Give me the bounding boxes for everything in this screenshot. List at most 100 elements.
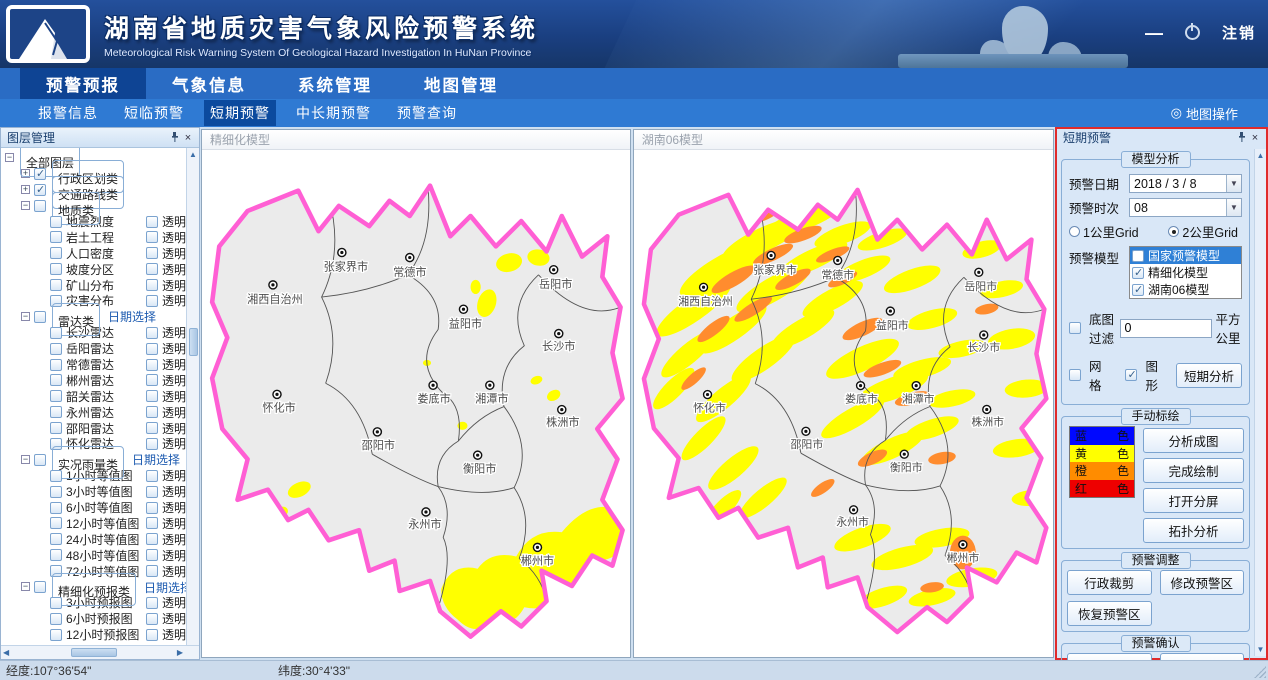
shape-checkbox[interactable] [1125, 368, 1138, 381]
map-canvas-hunan06[interactable]: 张家界市 常德市 岳阳市 湘西自治州 益阳市 长沙市 娄底市 湘潭市 株洲市 怀化市 邵阳市 衡阳市永… [633, 150, 1053, 657]
close-icon[interactable]: × [184, 131, 192, 144]
layer-label[interactable]: 矿山分布 [66, 278, 115, 293]
layer-checkbox[interactable] [50, 390, 62, 403]
collapse-icon[interactable]: − [21, 581, 30, 592]
menu-item-map-admin[interactable]: 地图管理 [424, 76, 498, 95]
warning-date-combobox[interactable]: 2018 / 3 / 8 ▼ [1129, 174, 1242, 193]
modify-warning-zone-button[interactable]: 修改预警区 [1159, 570, 1244, 595]
layer-checkbox[interactable] [50, 422, 62, 435]
layer-label[interactable]: 48小时等值图 [66, 548, 140, 563]
finish-drawing-button[interactable]: 完成绘制 [1143, 458, 1244, 483]
layer-label[interactable]: 1小时等值图 [66, 469, 133, 484]
layer-checkbox[interactable] [34, 183, 46, 196]
collapse-icon[interactable]: − [5, 152, 14, 163]
admin-clip-button[interactable]: 行政裁剪 [1067, 570, 1152, 595]
transparency-checkbox[interactable] [146, 501, 158, 514]
map-operations-button[interactable]: ◎ 地图操作 [1171, 104, 1238, 123]
layer-label[interactable]: 灾害分布 [66, 294, 115, 309]
transparency-checkbox[interactable] [146, 263, 158, 276]
transparency-checkbox[interactable] [146, 469, 158, 482]
layer-label[interactable]: 地质类 [52, 191, 101, 225]
layer-checkbox[interactable] [50, 247, 62, 260]
logout-button[interactable]: 注销 [1221, 25, 1256, 42]
resize-grip[interactable] [1254, 666, 1266, 678]
minimize-button[interactable]: — [1144, 22, 1163, 43]
transparency-checkbox[interactable] [146, 596, 158, 609]
transparency-checkbox[interactable] [146, 485, 158, 498]
submenu-item-midlongterm-warning[interactable]: 中长期预警 [296, 105, 371, 121]
transparency-checkbox[interactable] [146, 279, 158, 292]
collapse-icon[interactable]: − [21, 311, 30, 322]
transparency-checkbox[interactable] [146, 612, 158, 625]
transparency-checkbox[interactable] [146, 533, 158, 546]
scrollbar-thumb[interactable] [188, 328, 198, 356]
layer-checkbox[interactable] [50, 596, 62, 609]
map-canvas-refined[interactable]: 张家界市 常德市 岳阳市 湘西自治州 益阳市 长沙市 娄底市 湘潭市 株洲市 怀化市 邵阳市 衡阳市永… [202, 150, 630, 657]
transparency-checkbox[interactable] [146, 628, 158, 641]
transparency-checkbox[interactable] [146, 231, 158, 244]
layer-label[interactable]: 6小时等值图 [66, 501, 133, 516]
radio-2km-grid[interactable]: 2公里Grid [1168, 222, 1238, 241]
layer-label[interactable]: 3小时等值图 [66, 485, 133, 500]
menu-item-weather-info[interactable]: 气象信息 [172, 76, 246, 95]
pin-icon[interactable] [167, 131, 181, 145]
checkbox-checked[interactable] [1132, 266, 1144, 279]
layer-checkbox[interactable] [50, 263, 62, 276]
layer-label[interactable]: 3小时预报图 [66, 596, 133, 611]
transparency-checkbox[interactable] [146, 549, 158, 562]
scroll-down-icon[interactable]: ▼ [1256, 645, 1265, 654]
transparency-checkbox[interactable] [146, 390, 158, 403]
open-splitscreen-button[interactable]: 打开分屏 [1143, 488, 1244, 513]
layer-checkbox[interactable] [34, 199, 46, 212]
radio-1km-grid[interactable]: 1公里Grid [1069, 222, 1139, 241]
chevron-down-icon[interactable]: ▼ [1226, 199, 1241, 216]
layer-checkbox[interactable] [50, 279, 62, 292]
layer-label[interactable]: 地震烈度 [66, 215, 115, 230]
scroll-right-icon[interactable]: ▶ [176, 648, 183, 657]
transparency-checkbox[interactable] [146, 374, 158, 387]
model-item-hunan06[interactable]: 湖南06模型 [1130, 281, 1241, 298]
scrollbar-thumb[interactable] [71, 648, 117, 657]
transparency-checkbox[interactable] [146, 294, 158, 307]
layer-checkbox[interactable] [34, 310, 46, 323]
layer-checkbox[interactable] [50, 501, 62, 514]
grid-checkbox[interactable] [1069, 369, 1081, 381]
color-listbox[interactable]: 蓝色黄色橙色红色 [1069, 426, 1135, 498]
date-select-link[interactable]: 日期选择 [132, 453, 181, 468]
color-item[interactable]: 黄色 [1070, 444, 1134, 462]
scroll-up-icon[interactable]: ▲ [189, 150, 197, 159]
date-select-link[interactable]: 日期选择 [108, 310, 157, 325]
transparency-checkbox[interactable] [146, 422, 158, 435]
transparency-checkbox[interactable] [146, 215, 158, 228]
layer-label[interactable]: 12小时等值图 [66, 516, 140, 531]
layer-label[interactable]: 常德雷达 [66, 358, 115, 373]
transparency-checkbox[interactable] [146, 406, 158, 419]
shortterm-analysis-button[interactable]: 短期分析 [1175, 362, 1242, 388]
warning-time-combobox[interactable]: 08 ▼ [1129, 198, 1242, 217]
power-icon[interactable] [1184, 23, 1200, 40]
layer-label[interactable]: 岩土工程 [66, 230, 115, 245]
model-item-refined[interactable]: 精细化模型 [1130, 264, 1241, 281]
layer-checkbox[interactable] [50, 549, 62, 562]
transparency-checkbox[interactable] [146, 358, 158, 371]
topology-analysis-button[interactable]: 拓扑分析 [1143, 518, 1244, 543]
layer-label[interactable]: 实况雨量类 [52, 445, 125, 479]
transparency-checkbox[interactable] [146, 565, 158, 578]
layer-checkbox[interactable] [50, 469, 62, 482]
layer-checkbox[interactable] [50, 485, 62, 498]
submenu-item-shortterm-warning[interactable]: 短期预警 [204, 100, 276, 126]
layer-checkbox[interactable] [50, 215, 62, 228]
expand-icon[interactable]: + [21, 184, 30, 195]
color-item[interactable]: 红色 [1070, 479, 1134, 497]
sidebar-vertical-scrollbar[interactable]: ▲ [186, 148, 199, 645]
layer-label[interactable]: 怀化雷达 [66, 437, 115, 452]
menu-item-warning-forecast[interactable]: 预警预报 [20, 68, 146, 99]
scroll-up-icon[interactable]: ▲ [1256, 151, 1265, 160]
basemap-filter-input[interactable] [1119, 318, 1212, 338]
layer-label[interactable]: 雷达类 [52, 302, 101, 336]
date-select-link[interactable]: 日期选择 [144, 580, 193, 595]
warning-model-listbox[interactable]: 国家预警模型 精细化模型 湖南06模型 [1129, 246, 1242, 299]
analysis-to-map-button[interactable]: 分析成图 [1143, 428, 1244, 453]
menu-item-system-admin[interactable]: 系统管理 [298, 76, 372, 95]
layer-label[interactable]: 人口密度 [66, 246, 115, 261]
